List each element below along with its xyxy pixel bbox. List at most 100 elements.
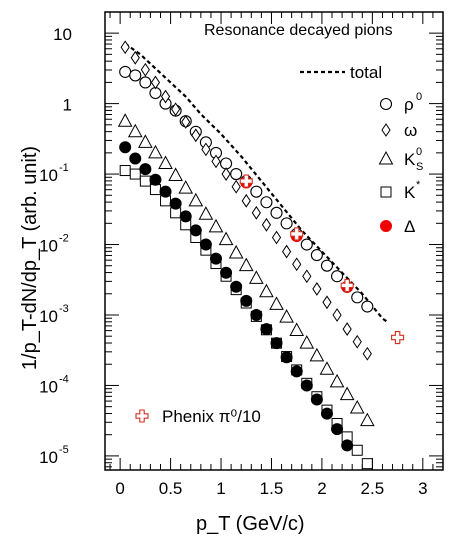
eta-point <box>119 141 132 154</box>
y-tick-base: 10 <box>39 377 58 396</box>
legend-label: ω <box>404 121 417 140</box>
phenix-label: Phenix π⁰/10 <box>162 407 261 426</box>
y-tick-label: 10 -2 <box>39 233 69 256</box>
eta-point <box>260 323 273 336</box>
KS0-point <box>208 218 224 233</box>
omega-point <box>352 334 362 349</box>
y-tick-exponent: -2 <box>59 233 69 245</box>
KS0-point <box>329 373 345 388</box>
omega-point <box>211 154 221 169</box>
Kstar-point <box>129 168 141 180</box>
y-tick-base: 1 <box>63 96 72 115</box>
KS0-point <box>269 296 284 310</box>
legend-label: K <box>404 183 416 202</box>
rho0-point <box>260 196 273 209</box>
eta-point <box>220 266 233 279</box>
KS0-point <box>228 244 244 259</box>
omega-point <box>342 322 352 336</box>
KS0-point <box>249 270 264 284</box>
rho0-point <box>250 185 263 198</box>
legend-label-sup: * <box>416 179 421 191</box>
rho0-point <box>361 300 374 313</box>
eta-point <box>341 439 354 452</box>
eta-point <box>331 423 344 436</box>
KS0-point <box>309 347 325 362</box>
y-tick-label: 10 -5 <box>39 444 69 467</box>
omega-point <box>191 128 201 143</box>
KS0-point <box>349 399 365 414</box>
rho0-point <box>280 217 293 230</box>
omega-point <box>332 308 342 322</box>
Kstar-point <box>119 165 131 177</box>
svg-text:1/p_T-dN/dp_T (arb. unit): 1/p_T-dN/dp_T (arb. unit) <box>19 146 41 370</box>
omega-point <box>322 295 332 310</box>
eta-point <box>320 407 333 420</box>
plot-border <box>104 11 444 471</box>
axis-ticks <box>105 12 443 470</box>
omega-point <box>160 89 171 104</box>
eta-point <box>270 337 283 350</box>
Phenix-point <box>340 278 354 292</box>
legend-entry-omega: ω <box>381 121 417 140</box>
x-tick-label: 0 <box>115 479 124 498</box>
eta-point <box>280 351 293 364</box>
KS0-point <box>359 412 375 427</box>
Kstar-point <box>149 184 161 196</box>
omega-point <box>241 193 251 208</box>
eta-point <box>139 163 152 176</box>
legend-label-sup: 0 <box>416 146 422 158</box>
plot-frame <box>104 11 444 471</box>
eta-point <box>159 185 172 198</box>
eta-point <box>310 393 323 406</box>
rho0-point <box>119 65 132 78</box>
eta-point <box>300 379 313 392</box>
Phenix-point <box>290 227 304 241</box>
legend-label: ρ <box>404 95 414 114</box>
legend-label: K <box>404 150 416 169</box>
omega-point <box>171 102 181 117</box>
rho0-point <box>351 291 364 304</box>
chart-title: Resonance decayed pions <box>204 22 393 39</box>
eta-point <box>129 152 142 165</box>
KS0-point <box>259 283 274 298</box>
y-tick-base: 10 <box>39 166 58 185</box>
y-tick-label: 10 -4 <box>39 373 69 396</box>
KS0-point <box>198 206 214 220</box>
omega-point <box>302 269 312 284</box>
series-Phenix <box>239 174 405 345</box>
legend-label: Δ <box>404 217 415 236</box>
Kstar-point <box>351 444 363 456</box>
legend-marker <box>381 123 391 137</box>
rho0-point <box>270 206 283 219</box>
legend-marker-phenix <box>135 409 149 423</box>
KS0-point <box>117 113 133 127</box>
eta-point <box>290 365 303 378</box>
y-tick-label: 10 -1 <box>39 162 69 185</box>
omega-point <box>362 346 372 361</box>
x-tick-label: 0.5 <box>159 479 183 498</box>
y-tick-base: 10 <box>39 237 58 256</box>
omega-point <box>231 179 241 194</box>
x-tick-label: 3 <box>418 479 427 498</box>
KS0-point <box>168 167 183 181</box>
omega-point <box>181 115 191 129</box>
legend-entry-Kstar: K * <box>380 179 421 202</box>
eta-point <box>179 210 192 223</box>
x-tick-labels: 0 0.5 1 1.5 2 2.5 3 <box>115 479 427 498</box>
Phenix-point <box>239 174 253 188</box>
rho0-point <box>310 249 323 262</box>
y-tick-base: 10 <box>39 307 58 326</box>
eta-point <box>189 224 202 237</box>
y-tick-label: 1 <box>63 96 72 115</box>
KS0-point <box>218 231 234 246</box>
KS0-point <box>148 144 163 159</box>
omega-point <box>150 75 161 90</box>
x-tick-label: 1.5 <box>260 479 284 498</box>
omega-point <box>201 142 211 157</box>
rho0-point <box>300 238 313 251</box>
y-tick-label: 10 -3 <box>39 303 69 326</box>
Kstar-point <box>361 458 373 470</box>
